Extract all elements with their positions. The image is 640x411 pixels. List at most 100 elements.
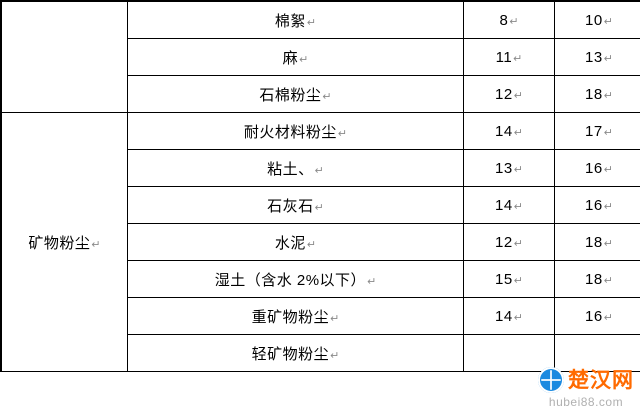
paragraph-mark: ↵	[314, 164, 324, 177]
table-row: 湿土（含水 2%以下）↵ 15↵ 18↵	[1, 260, 640, 298]
value2-cell	[554, 334, 640, 372]
material-cell: 麻↵	[127, 38, 464, 76]
material-cell: 耐火材料粉尘↵	[127, 112, 464, 150]
value2-cell: 16↵	[554, 149, 640, 187]
value1-label: 11	[495, 48, 513, 66]
value2-label: 16	[585, 307, 603, 325]
watermark-site-url: hubei88.com	[548, 395, 624, 409]
paragraph-mark: ↵	[513, 89, 523, 102]
value1-cell: 12↵	[463, 223, 555, 261]
paragraph-mark: ↵	[603, 89, 613, 102]
paragraph-mark: ↵	[603, 126, 613, 139]
material-label: 棉絮	[274, 12, 306, 30]
value1-label: 15	[495, 270, 513, 288]
paragraph-mark: ↵	[603, 311, 613, 324]
paragraph-mark: ↵	[314, 201, 324, 214]
paragraph-mark: ↵	[513, 311, 523, 324]
value2-label: 18	[585, 233, 603, 251]
category-label: 矿物粉尘	[28, 234, 91, 252]
value1-cell: 12↵	[463, 75, 555, 113]
value1-cell: 8↵	[463, 0, 555, 39]
value2-label: 13	[585, 48, 603, 66]
value1-cell	[463, 334, 555, 372]
paragraph-mark: ↵	[330, 349, 340, 362]
value1-label: 14	[495, 196, 513, 214]
material-label: 石灰石	[267, 197, 314, 215]
paragraph-mark: ↵	[603, 237, 613, 250]
table-row: 麻↵ 11↵ 13↵	[1, 38, 640, 76]
value2-cell: 10↵	[554, 0, 640, 39]
paragraph-mark: ↵	[513, 163, 523, 176]
material-label: 轻矿物粉尘	[251, 345, 330, 363]
category-cell-mineral-dust: 矿物粉尘↵	[0, 112, 128, 372]
material-cell: 棉絮↵	[127, 0, 464, 39]
table-row: 水泥↵ 12↵ 18↵	[1, 223, 640, 261]
material-label: 耐火材料粉尘	[243, 123, 337, 141]
paragraph-mark: ↵	[306, 16, 317, 29]
category-cell-blank	[0, 0, 128, 113]
material-label: 粘土、	[267, 160, 314, 178]
material-cell: 湿土（含水 2%以下）↵	[127, 260, 464, 298]
paragraph-mark: ↵	[513, 274, 523, 287]
material-label: 石棉粉尘	[259, 86, 322, 104]
value1-label: 12	[495, 85, 513, 103]
value1-label: 13	[495, 159, 513, 177]
value2-label: 17	[585, 122, 603, 140]
table-body: 棉絮↵ 8↵ 10↵ 麻↵ 11↵ 13↵ 石棉粉尘↵ 12↵ 18↵ 矿物粉尘…	[0, 0, 640, 372]
value1-cell: 14↵	[463, 297, 555, 335]
material-label: 麻	[282, 49, 299, 67]
value1-cell: 14↵	[463, 186, 555, 224]
paragraph-mark: ↵	[603, 15, 613, 28]
value2-label: 10	[585, 11, 603, 29]
value2-cell: 18↵	[554, 75, 640, 113]
value1-label: 12	[495, 233, 513, 251]
value2-label: 18	[585, 85, 603, 103]
material-cell: 水泥↵	[127, 223, 464, 261]
paragraph-mark: ↵	[91, 238, 101, 251]
paragraph-mark: ↵	[603, 163, 613, 176]
value1-cell: 14↵	[463, 112, 555, 150]
dust-data-table: 棉絮↵ 8↵ 10↵ 麻↵ 11↵ 13↵ 石棉粉尘↵ 12↵ 18↵ 矿物粉尘…	[0, 0, 640, 372]
watermark-site-name: 楚汉网	[568, 368, 634, 392]
table-row: 石棉粉尘↵ 12↵ 18↵	[1, 75, 640, 113]
value2-cell: 17↵	[554, 112, 640, 150]
value2-cell: 16↵	[554, 297, 640, 335]
value2-cell: 13↵	[554, 38, 640, 76]
paragraph-mark: ↵	[513, 237, 523, 250]
material-cell: 石灰石↵	[127, 186, 464, 224]
paragraph-mark: ↵	[306, 238, 317, 251]
value2-label: 16	[585, 159, 603, 177]
paragraph-mark: ↵	[513, 200, 523, 213]
value1-cell: 13↵	[463, 149, 555, 187]
paragraph-mark: ↵	[367, 275, 377, 288]
paragraph-mark: ↵	[603, 274, 613, 287]
material-label: 水泥	[274, 234, 306, 252]
value1-cell: 11↵	[463, 38, 555, 76]
material-cell: 轻矿物粉尘↵	[127, 334, 464, 372]
value2-cell: 18↵	[554, 223, 640, 261]
paragraph-mark: ↵	[322, 90, 332, 103]
table-row: 棉絮↵ 8↵ 10↵	[0, 0, 640, 113]
value2-cell: 18↵	[554, 260, 640, 298]
table-row: 矿物粉尘↵ 耐火材料粉尘↵ 14↵ 17↵	[0, 112, 640, 372]
material-label: 重矿物粉尘	[251, 308, 330, 326]
paragraph-mark: ↵	[513, 52, 523, 65]
paragraph-mark: ↵	[603, 52, 613, 65]
paragraph-mark: ↵	[603, 200, 613, 213]
value2-cell: 16↵	[554, 186, 640, 224]
material-label: 湿土（含水 2%以下）	[214, 271, 367, 289]
paragraph-mark: ↵	[299, 53, 309, 66]
paragraph-mark: ↵	[337, 127, 348, 140]
material-cell: 重矿物粉尘↵	[127, 297, 464, 335]
value1-label: 14	[495, 307, 513, 325]
material-cell: 石棉粉尘↵	[127, 75, 464, 113]
value1-cell: 15↵	[463, 260, 555, 298]
value1-label: 8	[499, 11, 509, 29]
value1-label: 14	[495, 122, 513, 140]
site-watermark: 楚汉网 hubei88.com	[538, 367, 634, 409]
paragraph-mark: ↵	[513, 126, 523, 139]
material-cell: 粘土、↵	[127, 149, 464, 187]
value2-label: 16	[585, 196, 603, 214]
table-row: 轻矿物粉尘↵	[1, 334, 640, 372]
table-row: 石灰石↵ 14↵ 16↵	[1, 186, 640, 224]
